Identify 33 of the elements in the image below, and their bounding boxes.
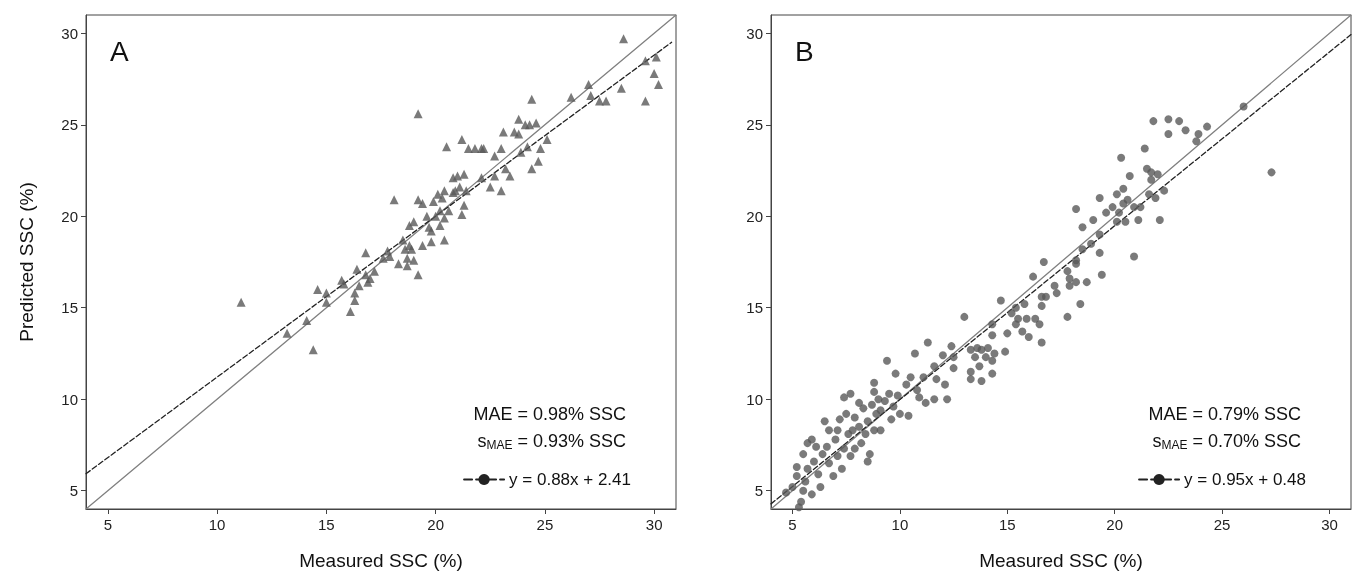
- x-tick-label: 30: [1321, 516, 1338, 533]
- y-tick-label: 20: [746, 207, 763, 225]
- y-tick-label: 30: [746, 24, 763, 42]
- annotation: MAE = 0.79% SSC: [1148, 404, 1302, 424]
- x-axis-title: Measured SSC (%): [979, 550, 1143, 571]
- text: A: [110, 35, 129, 67]
- y-tick-label: 5: [754, 482, 763, 500]
- x-tick-label: 15: [998, 516, 1016, 533]
- x-tick-label: 20: [427, 516, 444, 533]
- x-tick-label: 30: [645, 516, 663, 533]
- legend-label: y = 0.88x + 2.41: [509, 470, 631, 489]
- y-tick-label: 30: [61, 24, 78, 42]
- x-axis-title: Measured SSC (%): [299, 550, 463, 571]
- y-tick-label: 5: [69, 482, 78, 500]
- x-tick-label: 25: [536, 516, 554, 533]
- y-tick-label: 15: [61, 299, 78, 317]
- y-axis-title: Predicted SSC (%): [16, 182, 37, 342]
- text: B: [795, 35, 814, 67]
- y-tick-label: 10: [61, 390, 78, 408]
- x-tick-label: 20: [1106, 516, 1124, 533]
- x-tick-label: 10: [208, 516, 226, 533]
- x-tick-label: 10: [891, 516, 909, 533]
- y-tick-label: 20: [61, 207, 78, 225]
- y-tick-label: 25: [746, 116, 763, 134]
- y-tick-label: 25: [61, 116, 78, 134]
- x-tick-label: 25: [1213, 516, 1231, 533]
- x-tick-label: 5: [788, 516, 797, 533]
- x-tick-label: 5: [103, 516, 113, 533]
- x-tick-label: 15: [318, 516, 335, 533]
- y-tick-label: 15: [746, 299, 763, 317]
- annotation: MAE = 0.98% SSC: [473, 404, 627, 424]
- legend-label: y = 0.95x + 0.48: [1184, 470, 1306, 489]
- y-tick-label: 10: [746, 390, 763, 408]
